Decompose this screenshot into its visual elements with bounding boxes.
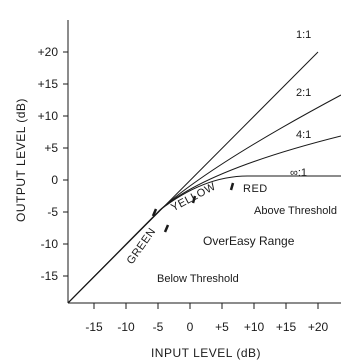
x-tick-label: 0 xyxy=(187,320,194,334)
ratio-label-2-1: 2:1 xyxy=(296,87,311,99)
y-tick-labels: +20 +15 +10 +5 0 -5 -10 -15 xyxy=(38,45,59,283)
x-axis-title: INPUT LEVEL (dB) xyxy=(151,346,261,360)
x-tick-label: +10 xyxy=(244,320,265,334)
region-label-below: Below Threshold xyxy=(157,273,239,285)
x-tick-label: -10 xyxy=(117,320,135,334)
x-tick-label: -15 xyxy=(85,320,103,334)
y-tick-label: +20 xyxy=(38,45,59,59)
x-tick-label: +5 xyxy=(215,320,229,334)
x-tick-label: -5 xyxy=(153,320,164,334)
y-tick-label: +15 xyxy=(38,77,59,91)
ratio-label-1-1: 1:1 xyxy=(296,29,311,41)
x-tick-label: +15 xyxy=(276,320,297,334)
zone-label-green: GREEN xyxy=(125,226,159,267)
x-ticks xyxy=(94,303,318,309)
x-tick-labels: -15 -10 -5 0 +5 +10 +15 +20 xyxy=(85,320,328,334)
y-tick-label: -15 xyxy=(41,269,59,283)
x-tick-label: +20 xyxy=(308,320,329,334)
y-tick-label: 0 xyxy=(51,173,58,187)
curve-2-1 xyxy=(68,95,341,303)
y-tick-label: +5 xyxy=(44,141,58,155)
ratio-label-4-1: 4:1 xyxy=(296,129,311,141)
y-tick-label: -5 xyxy=(47,205,58,219)
y-ticks xyxy=(63,52,68,276)
region-label-overeasy: OverEasy Range xyxy=(203,234,295,248)
zone-label-red: RED xyxy=(243,183,268,195)
ratio-label-inf-1: ∞:1 xyxy=(290,167,307,179)
y-tick-label: +10 xyxy=(38,109,59,123)
y-axis-title: OUTPUT LEVEL (dB) xyxy=(14,98,28,222)
region-label-above: Above Threshold xyxy=(254,205,337,217)
y-tick-label: -10 xyxy=(41,237,59,251)
